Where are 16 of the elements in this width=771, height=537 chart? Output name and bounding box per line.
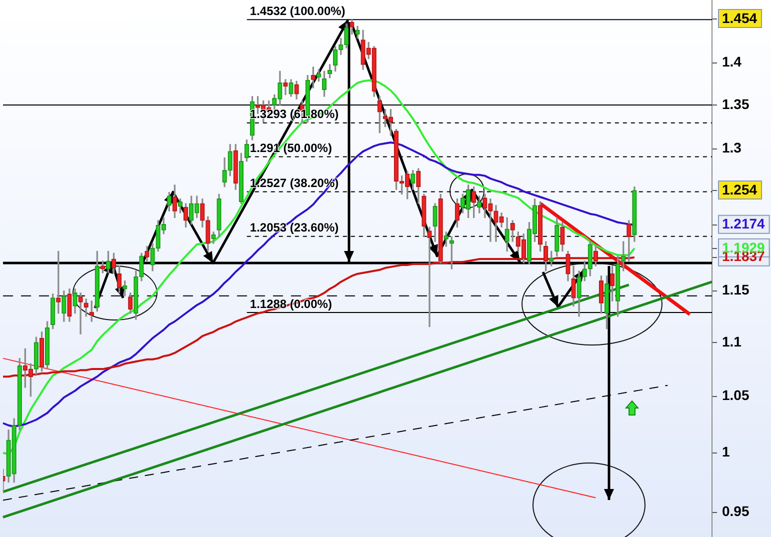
y-tick-label: 1.454 <box>722 10 758 26</box>
ref-line-label: 1.4532 (100.00%) <box>250 4 346 18</box>
y-tick-label: 1.254 <box>722 181 758 198</box>
y-tick-label: 1.3 <box>722 140 742 156</box>
y-tick-label: 1.35 <box>722 96 750 112</box>
candlestick <box>78 292 83 334</box>
candlestick <box>283 79 288 96</box>
y-tick-label: 0.95 <box>722 503 750 520</box>
y-tick-label: 1.2174 <box>722 216 766 232</box>
candlestick <box>427 226 432 328</box>
y-tick-label: 1.1 <box>722 333 742 350</box>
y-tick-label: 1 <box>722 444 730 460</box>
y-tick-label: 1.4 <box>722 54 742 70</box>
ref-line-label: 1.1288 (0.00%) <box>250 296 332 311</box>
y-tick-label: 1.15 <box>722 282 750 298</box>
y-tick-label: 1.05 <box>722 387 750 404</box>
